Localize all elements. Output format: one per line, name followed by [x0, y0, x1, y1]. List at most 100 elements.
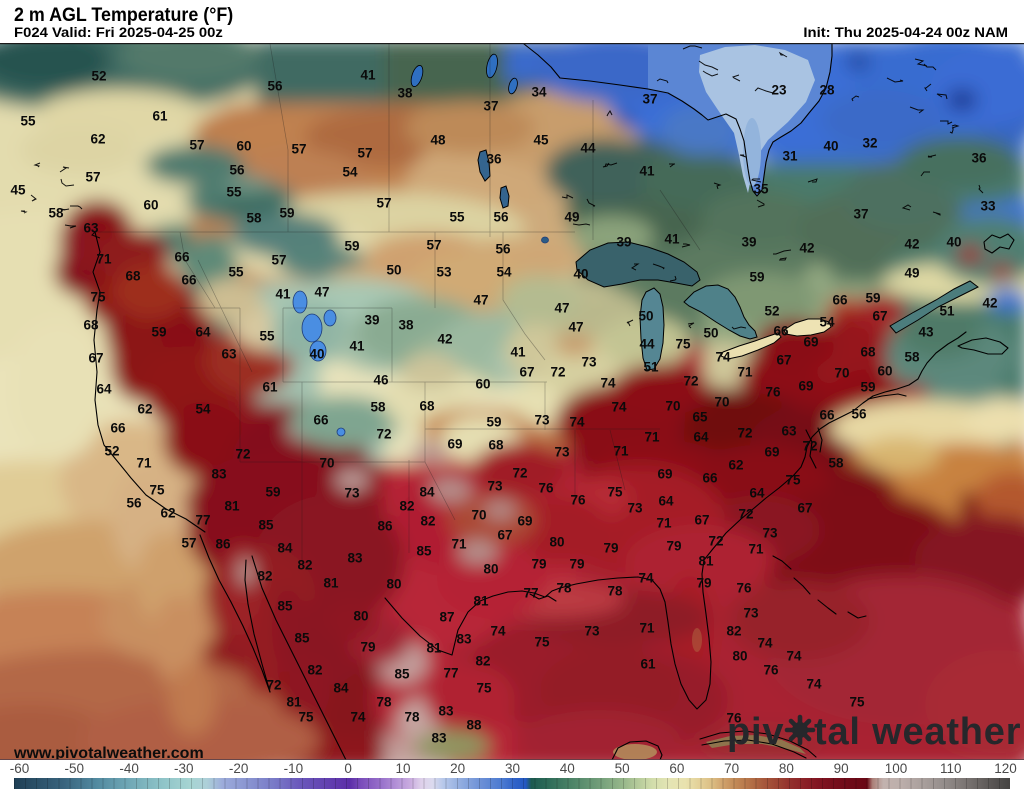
svg-text:85: 85	[394, 667, 410, 682]
svg-text:39: 39	[616, 235, 631, 250]
svg-text:75: 75	[90, 290, 106, 305]
svg-text:70: 70	[714, 395, 729, 410]
svg-text:35: 35	[753, 182, 769, 197]
svg-text:82: 82	[399, 499, 414, 514]
svg-text:58: 58	[904, 350, 920, 365]
svg-text:49: 49	[904, 266, 919, 281]
svg-text:42: 42	[982, 296, 997, 311]
svg-text:72: 72	[802, 439, 817, 454]
svg-text:71: 71	[639, 621, 655, 636]
svg-text:78: 78	[404, 710, 420, 725]
svg-text:40: 40	[309, 347, 324, 362]
svg-text:72: 72	[737, 426, 752, 441]
svg-text:56: 56	[495, 242, 511, 257]
svg-text:64: 64	[96, 382, 112, 397]
svg-text:49: 49	[564, 210, 579, 225]
svg-text:71: 71	[136, 456, 152, 471]
svg-text:72: 72	[512, 466, 527, 481]
svg-text:81: 81	[224, 499, 240, 514]
svg-text:79: 79	[531, 557, 546, 572]
svg-text:70: 70	[319, 456, 334, 471]
svg-text:75: 75	[607, 485, 623, 500]
svg-text:41: 41	[510, 345, 526, 360]
svg-text:55: 55	[228, 265, 244, 280]
svg-text:80: 80	[549, 535, 564, 550]
svg-text:58: 58	[246, 211, 262, 226]
svg-text:76: 76	[538, 481, 554, 496]
svg-text:58: 58	[48, 206, 64, 221]
svg-text:72: 72	[376, 427, 391, 442]
svg-text:70: 70	[471, 508, 486, 523]
svg-text:73: 73	[627, 501, 643, 516]
svg-text:48: 48	[430, 133, 446, 148]
svg-text:piv: piv	[727, 711, 784, 753]
svg-text:56: 56	[126, 496, 142, 511]
svg-text:tal weather: tal weather	[814, 711, 1021, 753]
svg-text:76: 76	[570, 493, 586, 508]
svg-text:59: 59	[860, 380, 875, 395]
svg-text:42: 42	[437, 332, 452, 347]
svg-text:47: 47	[473, 293, 488, 308]
svg-text:75: 75	[785, 473, 801, 488]
svg-text:71: 71	[737, 365, 753, 380]
svg-text:84: 84	[419, 485, 435, 500]
svg-text:62: 62	[728, 458, 743, 473]
svg-text:79: 79	[666, 539, 681, 554]
svg-text:71: 71	[644, 430, 660, 445]
svg-text:37: 37	[853, 207, 868, 222]
svg-text:45: 45	[533, 133, 549, 148]
svg-text:79: 79	[569, 557, 584, 572]
svg-text:73: 73	[743, 606, 759, 621]
svg-text:70: 70	[665, 399, 680, 414]
svg-text:77: 77	[195, 513, 210, 528]
svg-text:55: 55	[226, 185, 242, 200]
svg-text:73: 73	[584, 624, 600, 639]
svg-text:78: 78	[556, 581, 572, 596]
svg-text:73: 73	[554, 445, 570, 460]
svg-text:33: 33	[980, 199, 996, 214]
svg-text:44: 44	[580, 141, 596, 156]
svg-text:61: 61	[152, 109, 168, 124]
svg-text:54: 54	[195, 402, 211, 417]
svg-text:83: 83	[438, 704, 454, 719]
svg-text:79: 79	[603, 541, 618, 556]
svg-text:69: 69	[764, 445, 779, 460]
svg-text:59: 59	[279, 206, 294, 221]
svg-text:74: 74	[490, 624, 506, 639]
svg-text:61: 61	[640, 657, 656, 672]
svg-text:64: 64	[658, 494, 674, 509]
svg-text:36: 36	[971, 151, 987, 166]
svg-text:87: 87	[439, 610, 454, 625]
svg-text:74: 74	[786, 649, 802, 664]
svg-text:79: 79	[696, 576, 711, 591]
svg-text:66: 66	[702, 471, 718, 486]
svg-text:66: 66	[181, 273, 197, 288]
svg-text:77: 77	[443, 666, 458, 681]
svg-text:56: 56	[267, 79, 283, 94]
svg-text:57: 57	[85, 170, 100, 185]
svg-text:73: 73	[581, 355, 597, 370]
svg-text:57: 57	[181, 536, 196, 551]
svg-text:32: 32	[862, 136, 877, 151]
svg-text:59: 59	[749, 270, 764, 285]
svg-text:84: 84	[277, 541, 293, 556]
svg-text:39: 39	[364, 313, 379, 328]
svg-text:57: 57	[189, 138, 204, 153]
svg-text:71: 71	[96, 252, 112, 267]
svg-text:54: 54	[819, 315, 835, 330]
svg-text:62: 62	[137, 402, 152, 417]
svg-text:67: 67	[694, 513, 709, 528]
svg-text:77: 77	[523, 586, 538, 601]
svg-text:60: 60	[143, 198, 158, 213]
svg-text:62: 62	[160, 506, 175, 521]
svg-text:40: 40	[573, 267, 588, 282]
svg-text:76: 76	[736, 581, 752, 596]
svg-text:75: 75	[476, 681, 492, 696]
svg-text:47: 47	[314, 285, 329, 300]
svg-text:44: 44	[639, 337, 655, 352]
svg-text:57: 57	[271, 253, 286, 268]
svg-text:80: 80	[483, 562, 498, 577]
svg-text:67: 67	[797, 501, 812, 516]
svg-text:81: 81	[323, 576, 339, 591]
svg-text:56: 56	[229, 163, 245, 178]
